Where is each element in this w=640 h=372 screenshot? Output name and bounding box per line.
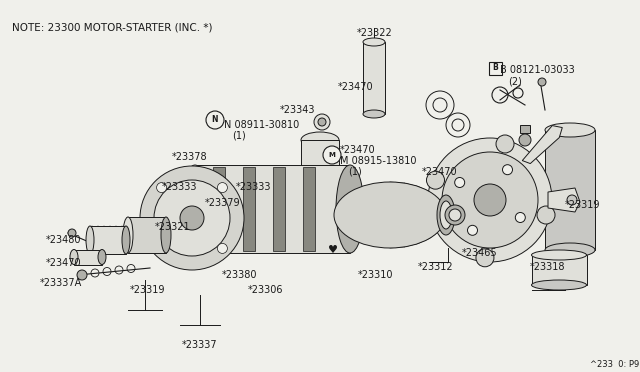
Circle shape (567, 195, 577, 205)
Circle shape (77, 270, 87, 280)
Text: *23337: *23337 (182, 340, 218, 350)
Circle shape (449, 209, 461, 221)
Ellipse shape (545, 243, 595, 257)
Text: *23337A: *23337A (40, 278, 83, 288)
Circle shape (467, 225, 477, 235)
Ellipse shape (70, 250, 78, 264)
Bar (128, 217, 166, 253)
Text: M: M (328, 152, 335, 158)
Circle shape (474, 184, 506, 216)
Text: *23312: *23312 (418, 262, 454, 272)
Text: *23380: *23380 (222, 270, 257, 280)
Ellipse shape (123, 217, 133, 253)
Circle shape (323, 146, 341, 164)
Text: (2): (2) (508, 76, 522, 86)
Text: *23322: *23322 (357, 28, 393, 38)
Circle shape (476, 249, 494, 267)
Ellipse shape (161, 217, 171, 253)
Ellipse shape (363, 110, 385, 118)
Text: ^233  0: P9: ^233 0: P9 (590, 360, 639, 369)
Circle shape (426, 171, 445, 189)
Ellipse shape (363, 38, 385, 46)
Polygon shape (522, 126, 563, 164)
Bar (90, 226, 126, 254)
Circle shape (445, 205, 465, 225)
Circle shape (502, 165, 513, 175)
Text: NOTE: 23300 MOTOR-STARTER (INC. *): NOTE: 23300 MOTOR-STARTER (INC. *) (12, 22, 212, 32)
Circle shape (314, 114, 330, 130)
Text: ♥: ♥ (328, 245, 338, 255)
Ellipse shape (437, 195, 455, 235)
Circle shape (496, 135, 514, 153)
Circle shape (454, 177, 465, 187)
Bar (363, 42, 385, 114)
Circle shape (157, 183, 166, 193)
Ellipse shape (181, 165, 209, 253)
Bar (303, 167, 315, 251)
Text: B: B (492, 64, 498, 73)
Bar (532, 255, 587, 285)
Text: *23321: *23321 (155, 222, 191, 232)
Text: *23310: *23310 (358, 270, 394, 280)
Text: (1): (1) (348, 167, 362, 177)
Text: *23470: *23470 (46, 258, 82, 268)
Ellipse shape (98, 250, 106, 264)
Ellipse shape (301, 132, 339, 148)
Text: *23306: *23306 (248, 285, 284, 295)
Ellipse shape (86, 226, 94, 254)
Circle shape (140, 166, 244, 270)
Text: (1): (1) (232, 131, 246, 141)
Text: *23319: *23319 (565, 200, 600, 210)
Ellipse shape (545, 123, 595, 137)
Text: *23319: *23319 (130, 285, 166, 295)
Circle shape (538, 78, 546, 86)
Circle shape (68, 229, 76, 237)
Text: *23470: *23470 (340, 145, 376, 155)
Ellipse shape (531, 280, 586, 290)
Bar (545, 130, 595, 250)
Bar (74, 250, 102, 265)
Bar (213, 167, 225, 251)
Text: *23379: *23379 (205, 198, 241, 208)
Bar (195, 165, 350, 253)
Text: *23480: *23480 (46, 235, 81, 245)
Bar (243, 167, 255, 251)
Bar (520, 125, 530, 133)
Circle shape (442, 152, 538, 248)
FancyBboxPatch shape (488, 61, 502, 74)
Text: *23333: *23333 (162, 182, 198, 192)
Circle shape (537, 206, 555, 224)
Text: *23318: *23318 (530, 262, 566, 272)
Ellipse shape (531, 250, 586, 260)
Circle shape (218, 183, 227, 193)
Ellipse shape (301, 180, 339, 196)
Ellipse shape (336, 165, 364, 253)
Text: *23333: *23333 (236, 182, 271, 192)
Bar (301, 140, 339, 188)
Ellipse shape (440, 201, 452, 229)
Circle shape (157, 243, 166, 253)
Circle shape (206, 111, 224, 129)
Text: *23470: *23470 (422, 167, 458, 177)
Text: N 08911-30810: N 08911-30810 (224, 120, 300, 130)
Text: *23343: *23343 (280, 105, 316, 115)
Circle shape (519, 134, 531, 146)
Text: N: N (212, 115, 218, 125)
Bar (273, 167, 285, 251)
Circle shape (318, 118, 326, 126)
Text: *23378: *23378 (172, 152, 207, 162)
Ellipse shape (334, 182, 446, 248)
Text: *23470: *23470 (338, 82, 374, 92)
Circle shape (218, 243, 227, 253)
Polygon shape (548, 188, 580, 212)
Text: *23465: *23465 (462, 248, 498, 258)
Circle shape (428, 138, 552, 262)
Circle shape (180, 206, 204, 230)
Text: M 08915-13810: M 08915-13810 (340, 156, 417, 166)
Circle shape (515, 212, 525, 222)
Circle shape (154, 180, 230, 256)
Ellipse shape (122, 226, 130, 254)
Text: B 08121-03033: B 08121-03033 (500, 65, 575, 75)
